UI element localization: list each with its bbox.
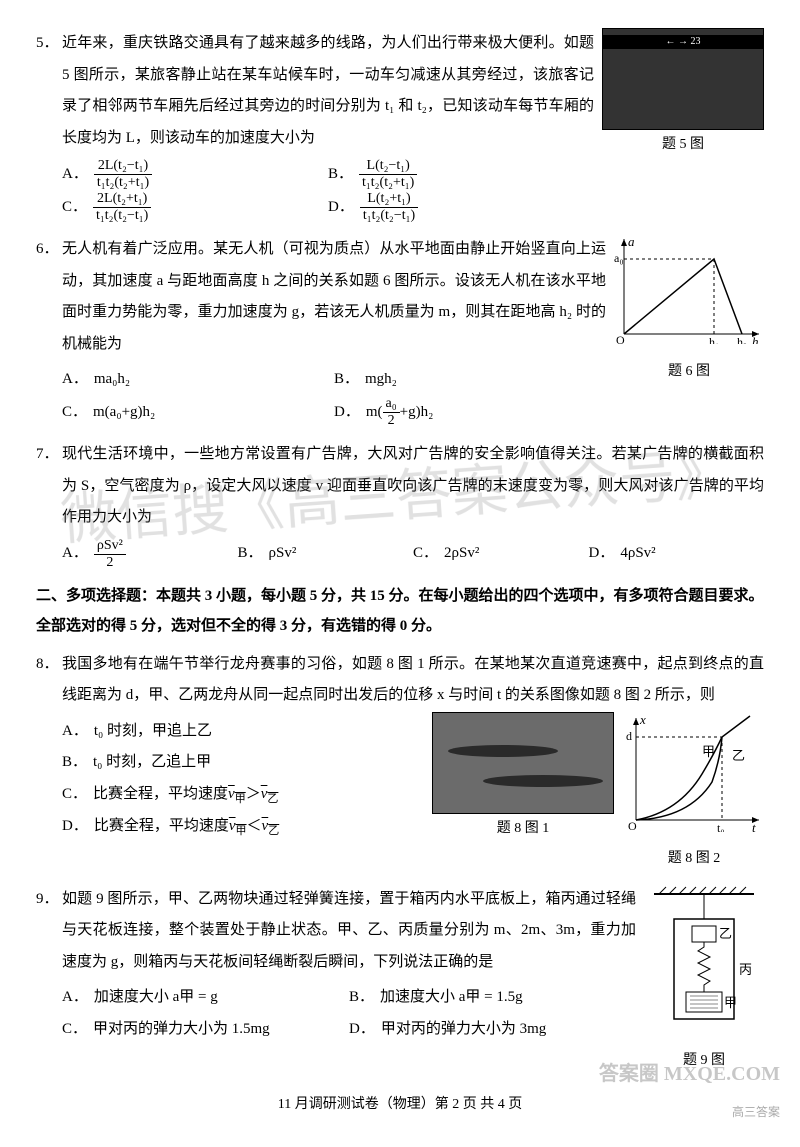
q8-fig2-caption: 题 8 图 2 — [624, 844, 764, 873]
q9-number: 9． — [36, 884, 62, 1046]
q5-fig-caption: 题 5 图 — [602, 130, 764, 159]
question-6: a₀ O h₁ h₂ h a 题 6 图 6． 无人机有着广泛应用。某无人机（可… — [36, 234, 764, 429]
page-footer: 11 月调研测试卷（物理）第 2 页 共 4 页 — [36, 1090, 764, 1119]
q5-opt-b: B． L(t₂−t₁)t₁t₂(t₂+t₁) — [328, 158, 594, 191]
q6-stem: 无人机有着广泛应用。某无人机（可视为质点）从水平地面由静止开始竖直向上运动，其加… — [62, 234, 606, 360]
svg-text:甲: 甲 — [702, 744, 715, 759]
q8-photo — [432, 712, 614, 814]
svg-text:t₀: t₀ — [717, 821, 725, 832]
svg-text:甲: 甲 — [724, 995, 737, 1010]
q5-opt-c: C． 2L(t₂+t₁)t₁t₂(t₂−t₁) — [62, 191, 328, 224]
q9-figure: 乙 丙 甲 题 9 图 — [644, 884, 764, 1076]
q8-fig1-caption: 题 8 图 1 — [432, 814, 614, 843]
q6-opt-b: B．mgh₂ — [334, 364, 606, 396]
q6-number: 6． — [36, 234, 62, 429]
svg-text:x: x — [639, 712, 646, 727]
q9-opt-a: A．加速度大小 a甲 = g — [62, 982, 349, 1014]
q8-opt-c: C． 比赛全程，平均速度 v甲 ＞ v乙 — [62, 779, 422, 811]
q5-stem: 近年来，重庆铁路交通具有了越来越多的线路，为人们出行带来极大便利。如题 5 图所… — [62, 28, 594, 154]
svg-text:a₀: a₀ — [614, 251, 624, 265]
q7-opt-c: C．2ρSv² — [413, 538, 589, 571]
q7-opt-a: A． ρSv²2 — [62, 538, 238, 571]
q5-number: 5． — [36, 28, 62, 224]
q9-stem: 如题 9 图所示，甲、乙两物块通过轻弹簧连接，置于箱丙内水平底板上，箱丙通过轻绳… — [62, 884, 636, 979]
section-2-heading: 二、多项选择题：本题共 3 小题，每小题 5 分，共 15 分。在每小题给出的四… — [36, 581, 764, 641]
q7-number: 7． — [36, 439, 62, 571]
q9-diagram: 乙 丙 甲 — [644, 884, 764, 1034]
q5-opt-d: D． L(t₂+t₁)t₁t₂(t₂−t₁) — [328, 191, 594, 224]
svg-text:h₁: h₁ — [709, 335, 719, 344]
svg-text:h: h — [752, 334, 759, 344]
svg-text:d: d — [626, 729, 632, 743]
svg-text:a: a — [628, 234, 635, 249]
q5-photo-banner: ← → 23 — [603, 35, 763, 49]
q8-opt-b: B．t₀ 时刻，乙追上甲 — [62, 747, 422, 779]
q7-opt-d: D．4ρSv² — [589, 538, 765, 571]
q8-number: 8． — [36, 649, 62, 874]
svg-text:丙: 丙 — [739, 962, 752, 977]
q6-opt-c: C．m(a₀+g)h₂ — [62, 396, 334, 429]
q5-opt-a: A． 2L(t₂−t₁)t₁t₂(t₂+t₁) — [62, 158, 328, 191]
svg-text:h₂: h₂ — [737, 335, 747, 344]
q9-opt-d: D．甲对丙的弹力大小为 3mg — [349, 1014, 636, 1046]
q8-stem: 我国多地有在端午节举行龙舟赛事的习俗，如题 8 图 1 所示。在某地某次直道竞速… — [62, 649, 764, 712]
question-5: ← → 23 题 5 图 5． 近年来，重庆铁路交通具有了越来越多的线路，为人们… — [36, 28, 764, 224]
q6-chart: a₀ O h₁ h₂ h a — [614, 234, 764, 344]
q9-fig-caption: 题 9 图 — [644, 1046, 764, 1075]
q8-opt-a: A．t₀ 时刻，甲追上乙 — [62, 716, 422, 748]
svg-text:t: t — [752, 820, 756, 832]
q5-figure: ← → 23 题 5 图 — [602, 28, 764, 159]
question-7: 7． 现代生活环境中，一些地方常设置有广告牌，大风对广告牌的安全影响值得关注。若… — [36, 439, 764, 571]
q8-figure-2: d O t₀ t x 甲 乙 题 8 图 2 — [624, 712, 764, 874]
svg-text:O: O — [616, 333, 625, 344]
q9-opt-b: B．加速度大小 a甲 = 1.5g — [349, 982, 636, 1014]
q6-opt-a: A．ma₀h₂ — [62, 364, 334, 396]
q6-opt-d: D． m(a₀2+g)h₂ — [334, 396, 606, 429]
q8-figure-1: 题 8 图 1 — [432, 712, 614, 843]
question-8: 8． 我国多地有在端午节举行龙舟赛事的习俗，如题 8 图 1 所示。在某地某次直… — [36, 649, 764, 874]
question-9: 乙 丙 甲 题 9 图 9． 如题 9 图所示，甲、乙两物块通过轻弹簧连接，置于… — [36, 884, 764, 1076]
q9-opt-c: C．甲对丙的弹力大小为 1.5mg — [62, 1014, 349, 1046]
q7-stem: 现代生活环境中，一些地方常设置有广告牌，大风对广告牌的安全影响值得关注。若某广告… — [62, 439, 764, 534]
svg-text:O: O — [628, 819, 637, 832]
q8-opt-d: D． 比赛全程，平均速度 v甲 ＜ v乙 — [62, 811, 422, 843]
q7-opt-b: B．ρSv² — [238, 538, 414, 571]
q5-photo: ← → 23 — [602, 28, 764, 130]
svg-text:乙: 乙 — [732, 748, 745, 763]
q8-chart: d O t₀ t x 甲 乙 — [624, 712, 764, 832]
q6-figure: a₀ O h₁ h₂ h a 题 6 图 — [614, 234, 764, 386]
q6-fig-caption: 题 6 图 — [614, 357, 764, 386]
svg-text:乙: 乙 — [719, 926, 732, 941]
